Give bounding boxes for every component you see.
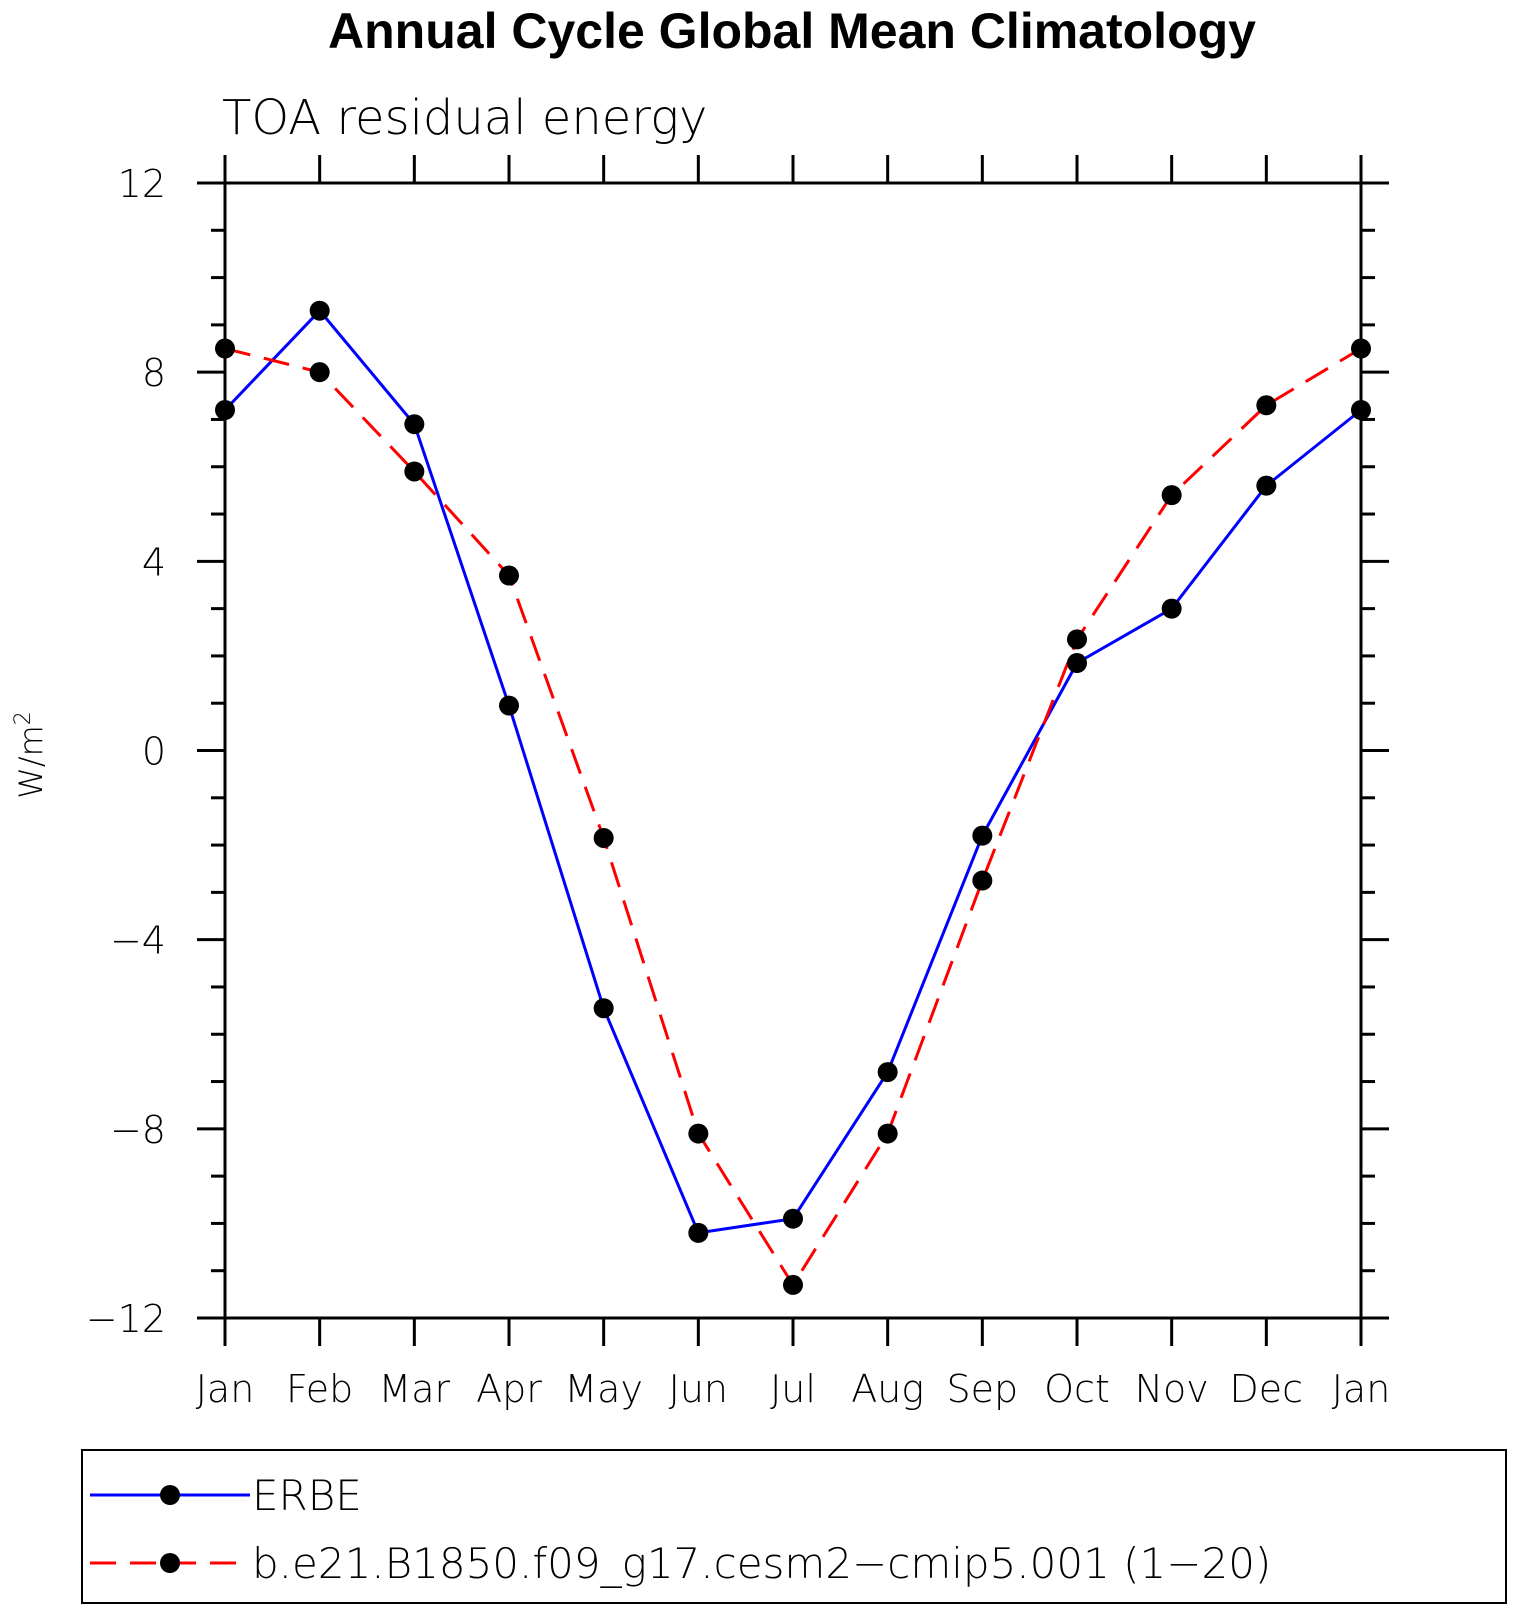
legend-box xyxy=(81,1449,1507,1604)
legend-label-1: ERBE xyxy=(252,1471,362,1520)
series-1-point xyxy=(215,400,235,420)
x-tick-labels: Jan Feb Mar Apr May Jun Jul Aug Sep Oct Nov Dec Jan xyxy=(196,1367,1391,1411)
y-axis-label: W/m2 xyxy=(11,711,50,799)
series-1-point xyxy=(1256,475,1277,496)
y-tick-label: 8 xyxy=(142,351,166,395)
x-tick-label: Mar xyxy=(378,1367,450,1411)
series-2-point xyxy=(972,870,993,891)
series-2-point xyxy=(1067,629,1087,650)
series-2-point xyxy=(688,1123,709,1144)
series-2-point xyxy=(593,827,614,848)
series-2-point xyxy=(1161,485,1182,506)
y-tick-label: −4 xyxy=(110,919,166,963)
x-tick-label: Aug xyxy=(851,1367,924,1411)
series-1-point xyxy=(499,695,519,716)
x-tick-label: Jan xyxy=(1332,1367,1391,1411)
legend: ERBE b.e21.B1850.f09_g17.cesm2−cmip5.001 … xyxy=(90,1471,1271,1588)
x-tick-label: May xyxy=(564,1367,643,1411)
y-tick-label: −12 xyxy=(86,1297,166,1341)
y-tick-label: 4 xyxy=(142,540,166,584)
axis-ticks xyxy=(197,155,1389,1346)
series-1-point xyxy=(404,414,425,435)
series-1-point xyxy=(1067,653,1087,674)
series-2-point xyxy=(1256,395,1277,416)
legend-marker-1 xyxy=(160,1485,180,1505)
y-tick-labels: 12 8 4 0 −4 −8 −12 xyxy=(86,162,166,1341)
series-1-point xyxy=(783,1208,803,1229)
legend-marker-2 xyxy=(160,1553,180,1573)
series-1-point xyxy=(1161,598,1182,619)
chart-title: Annual Cycle Global Mean Climatology xyxy=(328,3,1256,59)
series-1-point xyxy=(877,1062,898,1083)
series-1-point xyxy=(593,998,614,1019)
legend-label-2: b.e21.B1850.f09_g17.cesm2−cmip5.001 (1−2… xyxy=(252,1539,1271,1588)
series-2-point xyxy=(877,1123,898,1144)
y-axis-label-base: W/m xyxy=(12,725,50,799)
series-1-point xyxy=(972,825,993,846)
series-1-point xyxy=(1351,400,1371,420)
x-tick-label: Feb xyxy=(286,1367,353,1411)
plot-frame xyxy=(223,181,1363,1320)
series-line-2 xyxy=(224,347,1362,1288)
series-1-point xyxy=(309,300,330,321)
x-tick-label: Sep xyxy=(947,1367,1019,1411)
series-2-point xyxy=(1351,338,1371,359)
y-tick-label: 12 xyxy=(118,162,166,206)
series-2-point xyxy=(783,1274,803,1295)
series-line-1 xyxy=(223,308,1362,1235)
y-tick-label: −8 xyxy=(110,1108,166,1152)
series-2-point xyxy=(404,461,425,482)
series-2-point xyxy=(215,338,235,359)
series-2-point xyxy=(499,565,519,586)
series-2-point xyxy=(309,362,330,383)
x-tick-label: Nov xyxy=(1135,1367,1209,1411)
x-tick-label: Oct xyxy=(1044,1367,1110,1411)
x-tick-label: Jan xyxy=(196,1367,255,1411)
x-tick-label: Apr xyxy=(476,1367,542,1411)
series-1-point xyxy=(688,1222,709,1243)
x-tick-label: Dec xyxy=(1230,1367,1304,1411)
x-tick-label: Jul xyxy=(770,1367,816,1411)
y-axis-label-superscript: 2 xyxy=(11,711,36,725)
chart-subtitle: TOA residual energy xyxy=(222,90,707,146)
y-tick-label: 0 xyxy=(142,730,166,774)
series-layer xyxy=(215,300,1371,1295)
x-tick-label: Jun xyxy=(669,1367,728,1411)
